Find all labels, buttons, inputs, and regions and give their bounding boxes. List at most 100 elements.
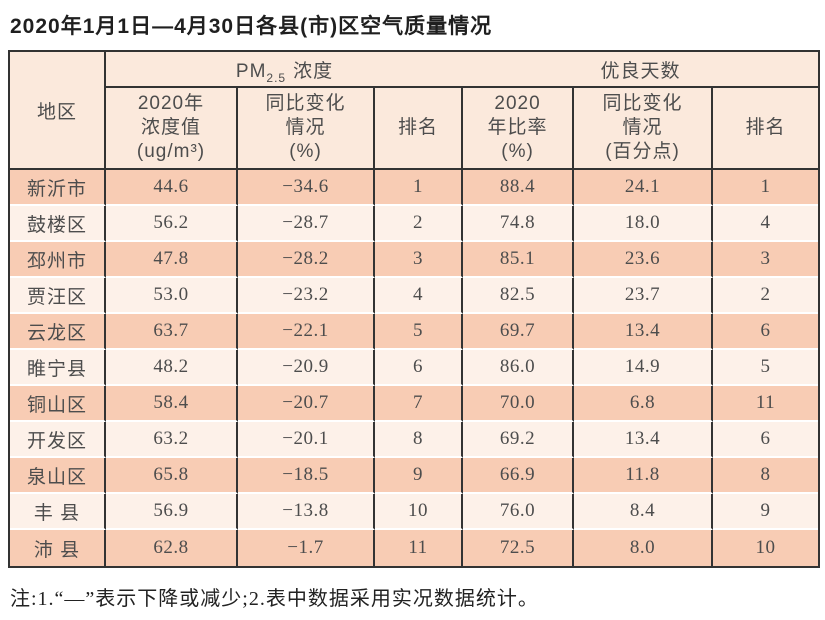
cell-pm-change: −1.7 [238, 530, 375, 566]
cell-days-rank: 3 [713, 242, 819, 278]
cell-region: 贾汪区 [10, 278, 106, 314]
footnote: 注:1.“—”表示下降或减少;2.表中数据采用实况数据统计。 [10, 588, 539, 610]
column-header-days-yoy-change: 同比变化 情况 (百分点) [574, 88, 714, 170]
cell-pm-change: −20.9 [238, 350, 375, 386]
cell-days-rate: 69.2 [463, 422, 575, 458]
cell-region: 泉山区 [10, 458, 106, 494]
cell-days-rate: 69.7 [463, 314, 575, 350]
cell-days-rate: 88.4 [463, 170, 575, 206]
cell-region: 新沂市 [10, 170, 106, 206]
column-header-days-rank: 排名 [713, 88, 819, 170]
cell-pm-change: −18.5 [238, 458, 375, 494]
cell-days-rank: 2 [713, 278, 819, 314]
cell-pm-change: −13.8 [238, 494, 375, 530]
column-group-good-days: 优良天数 [463, 52, 819, 88]
table-row: 铜山区 58.4 −20.7 7 70.0 6.8 11 [10, 386, 819, 422]
cell-days-change: 18.0 [574, 206, 714, 242]
pm-suffix-label: 浓度 [293, 60, 334, 82]
cell-pm-value: 63.2 [106, 422, 238, 458]
cell-pm-rank: 4 [375, 278, 464, 314]
table-row: 邳州市 47.8 −28.2 3 85.1 23.6 3 [10, 242, 819, 278]
pm-subscript: 2.5 [266, 70, 287, 85]
cell-pm-value: 44.6 [106, 170, 238, 206]
column-group-pm25-concentration: PM2.5 浓度 [106, 52, 464, 88]
cell-days-change: 14.9 [574, 350, 714, 386]
cell-region: 睢宁县 [10, 350, 106, 386]
cell-pm-change: −23.2 [238, 278, 375, 314]
cell-pm-rank: 5 [375, 314, 464, 350]
cell-pm-rank: 1 [375, 170, 464, 206]
cell-days-rate: 82.5 [463, 278, 575, 314]
column-header-pm-yoy-change: 同比变化 情况 (%) [238, 88, 375, 170]
cell-days-change: 13.4 [574, 422, 714, 458]
cell-days-change: 23.6 [574, 242, 714, 278]
cell-pm-change: −22.1 [238, 314, 375, 350]
column-header-pm-2020-value: 2020年 浓度值 (ug/m³) [106, 88, 238, 170]
table-row: 丰 县 56.9 −13.8 10 76.0 8.4 9 [10, 494, 819, 530]
column-header-days-2020-rate: 2020 年比率 (%) [463, 88, 575, 170]
cell-days-rate: 66.9 [463, 458, 575, 494]
cell-pm-rank: 10 [375, 494, 464, 530]
table-row: 开发区 63.2 −20.1 8 69.2 13.4 6 [10, 422, 819, 458]
cell-days-rank: 4 [713, 206, 819, 242]
cell-days-rank: 5 [713, 350, 819, 386]
cell-days-rate: 86.0 [463, 350, 575, 386]
cell-days-rank: 1 [713, 170, 819, 206]
cell-days-rate: 70.0 [463, 386, 575, 422]
cell-days-change: 8.4 [574, 494, 714, 530]
cell-region: 鼓楼区 [10, 206, 106, 242]
cell-days-rank: 9 [713, 494, 819, 530]
cell-days-rank: 6 [713, 314, 819, 350]
cell-pm-rank: 7 [375, 386, 464, 422]
column-header-pm-rank: 排名 [375, 88, 464, 170]
table-header: 地区 PM2.5 浓度 优良天数 2020年 浓度值 (ug/m³) 同比变化 情… [10, 52, 819, 170]
cell-pm-value: 53.0 [106, 278, 238, 314]
cell-days-rank: 10 [713, 530, 819, 566]
table-row: 新沂市 44.6 −34.6 1 88.4 24.1 1 [10, 170, 819, 206]
pm-label: PM [235, 60, 267, 82]
cell-days-rank: 11 [713, 386, 819, 422]
cell-days-rank: 8 [713, 458, 819, 494]
cell-days-rate: 76.0 [463, 494, 575, 530]
cell-pm-value: 65.8 [106, 458, 238, 494]
cell-pm-rank: 8 [375, 422, 464, 458]
table-row: 云龙区 63.7 −22.1 5 69.7 13.4 6 [10, 314, 819, 350]
table-row: 鼓楼区 56.2 −28.7 2 74.8 18.0 4 [10, 206, 819, 242]
cell-region: 云龙区 [10, 314, 106, 350]
cell-region: 丰 县 [10, 494, 106, 530]
cell-pm-change: −28.2 [238, 242, 375, 278]
cell-pm-change: −20.7 [238, 386, 375, 422]
cell-days-change: 23.7 [574, 278, 714, 314]
cell-pm-rank: 3 [375, 242, 464, 278]
cell-region: 开发区 [10, 422, 106, 458]
cell-pm-rank: 6 [375, 350, 464, 386]
table-body: 新沂市 44.6 −34.6 1 88.4 24.1 1 鼓楼区 56.2 −28.7 2 74.8 1… [10, 170, 819, 566]
cell-pm-value: 63.7 [106, 314, 238, 350]
cell-region: 沛 县 [10, 530, 106, 566]
header-sub-row: 2020年 浓度值 (ug/m³) 同比变化 情况 (%) 排名 2020 年比… [10, 88, 819, 170]
cell-pm-rank: 2 [375, 206, 464, 242]
cell-pm-value: 62.8 [106, 530, 238, 566]
cell-pm-value: 47.8 [106, 242, 238, 278]
cell-pm-rank: 11 [375, 530, 464, 566]
cell-days-change: 13.4 [574, 314, 714, 350]
cell-days-change: 11.8 [574, 458, 714, 494]
air-quality-table: 地区 PM2.5 浓度 优良天数 2020年 浓度值 (ug/m³) 同比变化 情… [8, 50, 821, 568]
header-group-row: 地区 PM2.5 浓度 优良天数 [10, 52, 819, 170]
cell-days-rate: 74.8 [463, 206, 575, 242]
table-row: 睢宁县 48.2 −20.9 6 86.0 14.9 5 [10, 350, 819, 386]
cell-pm-rank: 9 [375, 458, 464, 494]
cell-pm-change: −20.1 [238, 422, 375, 458]
table-row: 沛 县 62.8 −1.7 11 72.5 8.0 10 [10, 530, 819, 566]
cell-pm-value: 58.4 [106, 386, 238, 422]
table-row: 贾汪区 53.0 −23.2 4 82.5 23.7 2 [10, 278, 819, 314]
table-row: 泉山区 65.8 −18.5 9 66.9 11.8 8 [10, 458, 819, 494]
page-title: 2020年1月1日—4月30日各县(市)区空气质量情况 [10, 15, 493, 38]
cell-days-rate: 72.5 [463, 530, 575, 566]
cell-region: 铜山区 [10, 386, 106, 422]
cell-pm-change: −34.6 [238, 170, 375, 206]
cell-days-change: 8.0 [574, 530, 714, 566]
cell-region: 邳州市 [10, 242, 106, 278]
cell-pm-value: 56.9 [106, 494, 238, 530]
